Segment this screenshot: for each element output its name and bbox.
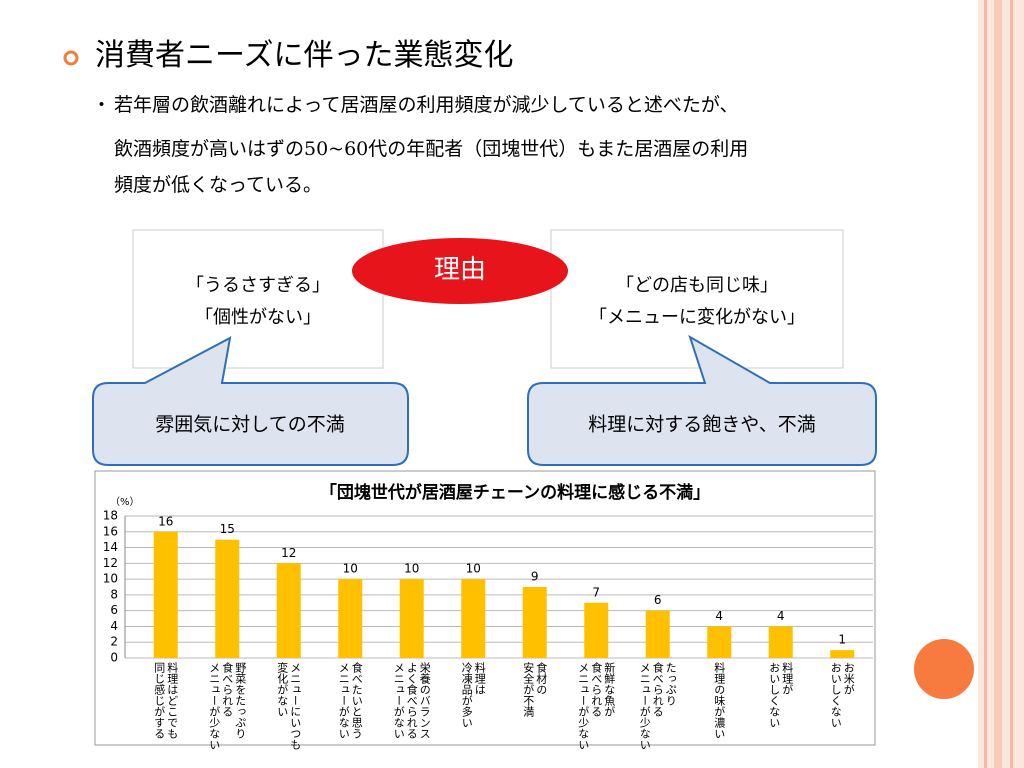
data-label: 1 xyxy=(838,633,846,647)
quote: 「個性がない」 xyxy=(195,307,321,328)
data-label: 12 xyxy=(281,546,296,560)
chart-title: 「団塊世代が居酒屋チェーンの料理に感じる不満」 xyxy=(320,482,710,503)
y-tick-label: 8 xyxy=(110,587,118,601)
x-tick-label: たっぷり 食べられる メニューが少ない xyxy=(638,662,678,750)
x-tick-label: 料理は 冷凍品が多い xyxy=(460,662,487,728)
bar xyxy=(584,602,609,658)
y-tick-label: 0 xyxy=(110,651,118,665)
data-label: 6 xyxy=(654,593,662,607)
y-tick-label: 14 xyxy=(103,540,118,554)
quote-box xyxy=(132,229,384,369)
quote: 「メニューに変化がない」 xyxy=(589,307,805,328)
callout xyxy=(527,334,877,466)
bar xyxy=(645,610,670,658)
bar xyxy=(522,587,547,658)
x-tick-label: 新鮮な魚が 食べられる メニューが少ない xyxy=(576,662,616,750)
x-tick-label: 食材の 安全が不満 xyxy=(521,662,548,717)
bar xyxy=(707,626,732,658)
reason: 理由 xyxy=(434,255,486,285)
callout-text: 雰囲気に対しての不満 xyxy=(155,414,344,436)
data-label: 16 xyxy=(158,514,173,528)
stripe xyxy=(994,0,1002,768)
bar xyxy=(399,579,424,658)
x-tick-label: メニューにいつも 変化がない xyxy=(275,662,302,750)
y-tick-label: 12 xyxy=(103,556,118,570)
data-label: 4 xyxy=(777,609,785,623)
data-label: 15 xyxy=(220,522,235,536)
bar xyxy=(461,579,486,658)
bar xyxy=(768,626,793,658)
title-bullet xyxy=(63,50,79,66)
deco-circle xyxy=(914,639,974,699)
y-tick-label: 18 xyxy=(103,509,118,523)
y-tick-label: 2 xyxy=(110,635,118,649)
body-bullet: ・ xyxy=(92,94,111,116)
y-tick-label: 16 xyxy=(103,524,118,538)
stripe xyxy=(1010,0,1013,768)
data-label: 10 xyxy=(466,562,481,576)
reason-ellipse xyxy=(352,238,568,304)
body-line: 飲酒頻度が高いはずの50~60代の年配者（団塊世代）もまた居酒屋の利用 xyxy=(114,138,748,160)
body-line: 若年層の飲酒離れによって居酒屋の利用頻度が減少していると述べたが、 xyxy=(114,94,739,116)
quote: 「うるさすぎる」 xyxy=(186,275,330,296)
callout-text: 料理に対する飽きや、不満 xyxy=(588,414,815,436)
data-label: 10 xyxy=(343,562,358,576)
x-tick-label: 料理の味が濃い xyxy=(712,662,726,739)
data-label: 9 xyxy=(531,570,539,584)
x-tick-label: 料理はどこでも 同じ感じがする xyxy=(152,662,179,739)
bar xyxy=(276,563,301,658)
body-line: 頻度が低くなっている。 xyxy=(114,174,322,196)
x-tick-label: 食べたいと思う メニューがない xyxy=(337,662,364,739)
title: 消費者ニーズに伴った業態変化 xyxy=(95,38,514,73)
callout xyxy=(92,336,409,466)
data-label: 4 xyxy=(715,609,723,623)
x-tick-label: 野菜をたっぷり 食べられる メニューが少ない xyxy=(207,662,247,750)
bar xyxy=(338,579,363,658)
y-tick-label: 6 xyxy=(110,603,118,617)
x-tick-label: 栄養のバランス よく食べられる メニューがない xyxy=(392,662,432,739)
x-tick-label: 料理が おいしくない xyxy=(767,662,794,728)
bar xyxy=(830,650,855,658)
y-unit: （%） xyxy=(110,496,140,508)
stripe xyxy=(984,0,987,768)
y-tick-label: 4 xyxy=(110,619,118,633)
bar xyxy=(153,531,178,658)
y-tick-label: 10 xyxy=(103,572,118,586)
x-tick-label: お米が おいしくない xyxy=(829,662,856,728)
bar xyxy=(215,539,240,658)
data-label: 10 xyxy=(404,562,419,576)
data-label: 7 xyxy=(592,585,600,599)
quote: 「どの店も同じ味」 xyxy=(616,275,778,296)
